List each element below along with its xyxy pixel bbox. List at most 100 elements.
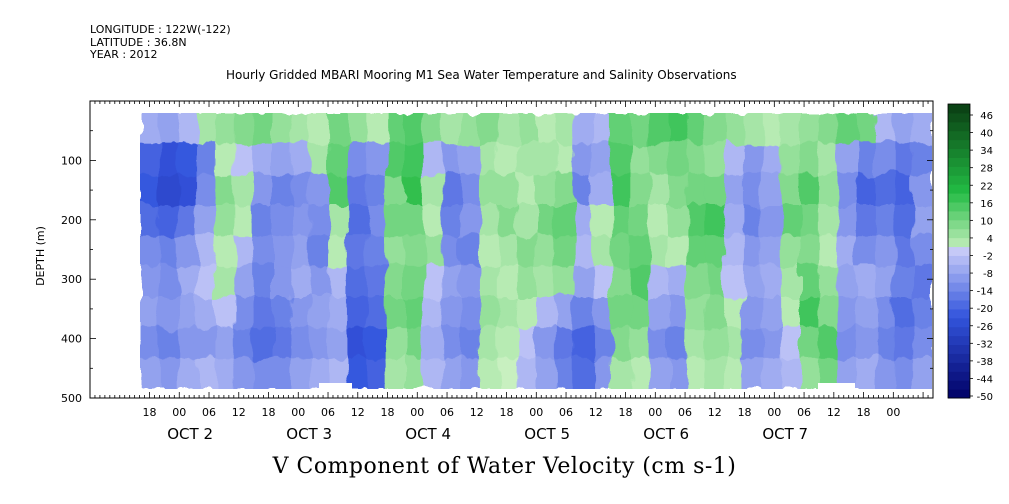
heatmap-cell: [630, 297, 651, 329]
heatmap-cell: [818, 113, 839, 145]
heatmap-cell: [913, 327, 932, 360]
heatmap-cell: [649, 205, 669, 237]
heatmap-cell: [196, 297, 217, 329]
heatmap-cell: [498, 327, 519, 360]
heatmap-cell: [441, 297, 462, 329]
colorbar-swatch: [948, 326, 970, 337]
heatmap-cell: [649, 297, 669, 329]
heatmap-cell: [253, 143, 273, 176]
heatmap-cell: [686, 297, 707, 329]
heatmap-cell: [177, 358, 198, 389]
heatmap-cell: [781, 235, 801, 268]
heatmap-cell: [762, 327, 783, 360]
heatmap-cell: [592, 358, 613, 389]
heatmap-cell: [724, 297, 745, 329]
heatmap-cell: [686, 205, 707, 237]
heatmap-cell: [517, 327, 537, 360]
heatmap-cell: [422, 205, 443, 237]
heatmap-cell: [347, 266, 368, 298]
heatmap-cell: [705, 358, 726, 389]
heatmap-cell: [347, 205, 368, 237]
heatmap-cell: [724, 327, 745, 360]
heatmap-cell: [837, 113, 858, 145]
heatmap-cell: [517, 205, 537, 237]
heatmap-cell: [196, 143, 217, 176]
heatmap-cell: [536, 205, 556, 237]
heatmap-cell: [422, 174, 443, 206]
heatmap-cell: [781, 327, 801, 360]
heatmap-cell: [366, 297, 387, 329]
heatmap-cell: [686, 174, 707, 206]
heatmap-cell: [592, 113, 613, 145]
heatmap-cell: [592, 297, 613, 329]
x-hour-label: 06: [559, 406, 573, 419]
colorbar-swatch: [948, 389, 970, 399]
heatmap-cell: [158, 235, 179, 268]
colorbar-label: -32: [977, 339, 993, 350]
heatmap-cell: [290, 297, 311, 329]
x-hour-label: 18: [619, 406, 633, 419]
heatmap-cell: [441, 358, 462, 389]
heatmap-cell: [460, 113, 481, 145]
heatmap-cell: [536, 174, 556, 206]
x-hour-label: 18: [262, 406, 276, 419]
heatmap-cell: [158, 143, 179, 176]
heatmap-cell: [781, 266, 801, 298]
heatmap-cell: [234, 235, 255, 268]
colorbar-swatch: [948, 344, 970, 354]
heatmap-cell: [422, 143, 443, 176]
heatmap-cell: [385, 174, 405, 206]
heatmap-cell: [347, 358, 368, 389]
velocity-field: [140, 113, 932, 389]
heatmap-cell: [800, 143, 820, 176]
heatmap-cell: [800, 358, 820, 389]
heatmap-cell: [234, 143, 255, 176]
heatmap-cell: [253, 113, 273, 145]
x-day-label: OCT 3: [286, 425, 332, 443]
heatmap-cell: [554, 205, 575, 237]
heatmap-cell: [215, 327, 236, 360]
heatmap-cell: [498, 205, 519, 237]
heatmap-cell: [441, 235, 462, 268]
heatmap-cell: [724, 266, 745, 298]
heatmap-cell: [422, 266, 443, 298]
heatmap-cell: [592, 174, 613, 206]
heatmap-cell: [140, 266, 160, 298]
heatmap-cell: [196, 174, 217, 206]
heatmap-cell: [253, 297, 273, 329]
x-hour-label: 18: [857, 406, 871, 419]
heatmap-cell: [272, 174, 292, 206]
heatmap-cell: [837, 327, 858, 360]
heatmap-cell: [272, 358, 292, 389]
colorbar-label: -26: [977, 322, 993, 333]
heatmap-cell: [422, 235, 443, 268]
heatmap-cell: [498, 297, 519, 329]
colorbar-label: 22: [980, 181, 993, 192]
heatmap-cell: [385, 358, 405, 389]
heatmap-cell: [856, 327, 877, 360]
heatmap-cell: [215, 113, 236, 145]
heatmap-cell: [592, 266, 613, 298]
heatmap-cell: [630, 327, 651, 360]
heatmap-cell: [743, 205, 764, 237]
colorbar-swatch: [948, 308, 970, 319]
heatmap-cell: [215, 143, 236, 176]
heatmap-cell: [290, 205, 311, 237]
heatmap-cell: [592, 143, 613, 176]
x-hour-label: 12: [589, 406, 603, 419]
heatmap-cell: [196, 358, 217, 389]
heatmap-cell: [611, 358, 632, 389]
heatmap-cell: [554, 327, 575, 360]
heatmap-cell: [668, 327, 688, 360]
heatmap-cell: [554, 174, 575, 206]
heatmap-cell: [894, 358, 915, 389]
heatmap-cell: [630, 143, 651, 176]
heatmap-cell: [818, 235, 839, 268]
heatmap-cell: [196, 113, 217, 145]
colorbar-swatch: [948, 300, 970, 310]
heatmap-cell: [705, 143, 726, 176]
heatmap-cell: [158, 266, 179, 298]
heatmap-cell: [498, 266, 519, 298]
heatmap-cell: [875, 174, 896, 206]
colorbar-label: -50: [977, 392, 993, 403]
